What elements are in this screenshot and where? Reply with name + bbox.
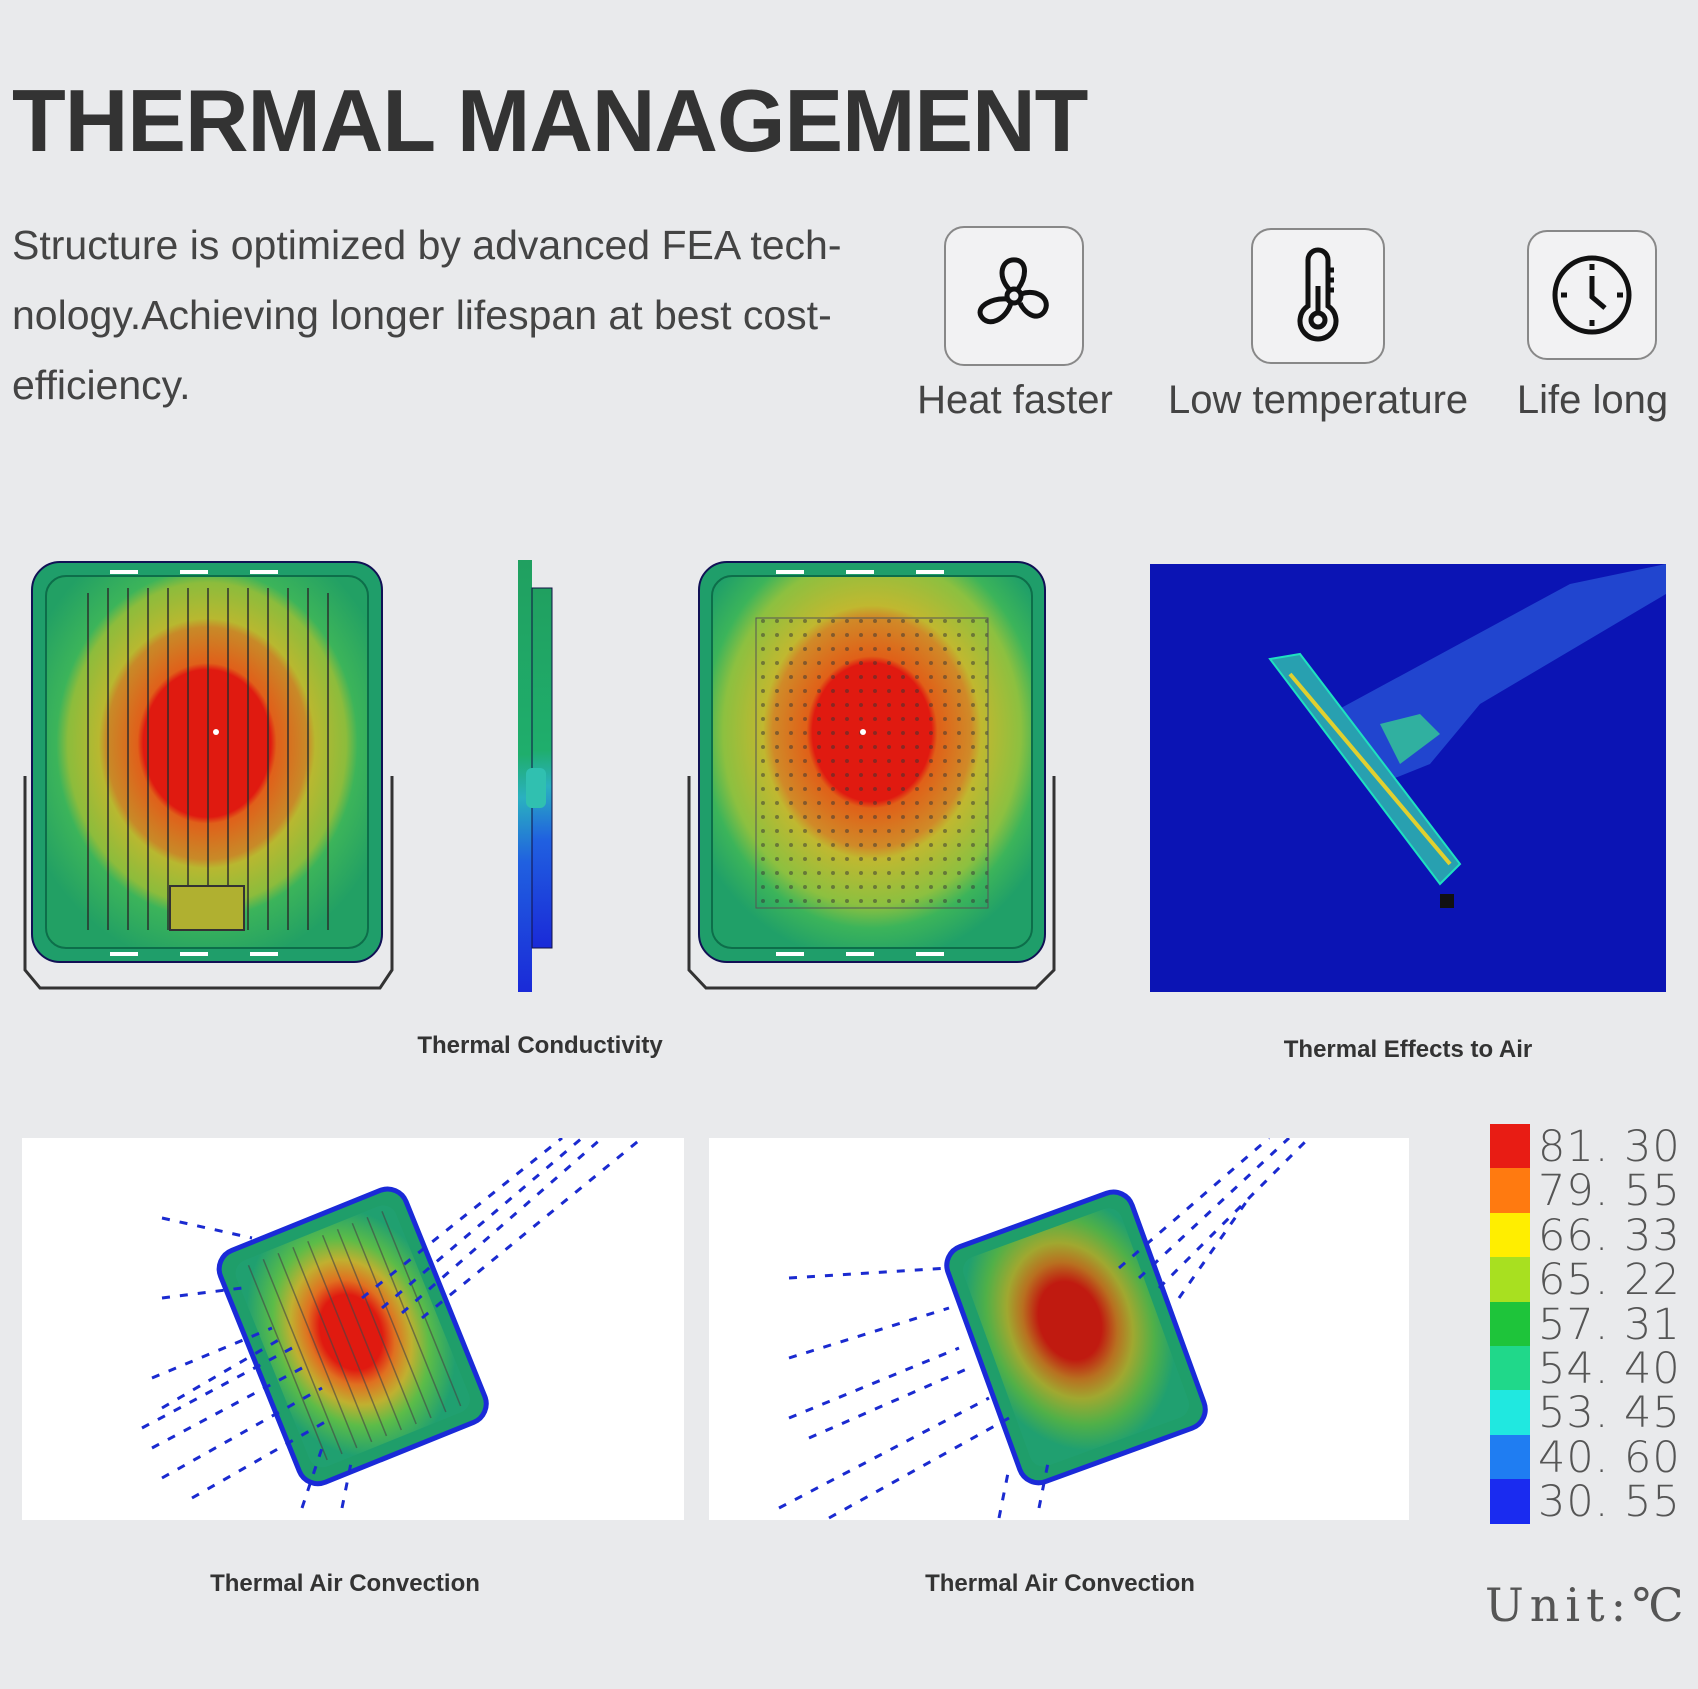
fan-icon (966, 248, 1062, 344)
legend-value: 53. 45 (1538, 1388, 1681, 1439)
legend-value: 79. 55 (1538, 1166, 1681, 1217)
thermal-conductivity-side-image (514, 558, 562, 994)
caption-thermal-air-convection-1: Thermal Air Convection (210, 1570, 480, 1597)
feature-life-long-box (1527, 230, 1657, 360)
legend-value: 81. 30 (1538, 1122, 1681, 1172)
caption-thermal-conductivity: Thermal Conductivity (417, 1032, 663, 1059)
page-title: THERMAL MANAGEMENT (12, 71, 1088, 170)
feature-heat-faster-box (944, 226, 1084, 366)
temperature-legend-bar (1490, 1124, 1530, 1525)
legend-value: 65. 22 (1538, 1255, 1681, 1306)
legend-value: 40. 60 (1538, 1432, 1681, 1483)
thermal-air-convection-image-2 (709, 1138, 1409, 1520)
legend-swatch (1490, 1301, 1530, 1347)
thermal-conductivity-front-image (686, 558, 1058, 994)
legend-value: 57. 31 (1538, 1299, 1681, 1350)
legend-value: 54. 40 (1538, 1344, 1681, 1394)
legend-swatch (1490, 1390, 1530, 1436)
clock-icon (1547, 250, 1637, 340)
legend-swatch (1490, 1434, 1530, 1480)
legend-swatch (1490, 1124, 1530, 1169)
legend-unit: Unit:℃ (1485, 1578, 1690, 1632)
legend-swatch (1490, 1346, 1530, 1391)
feature-label-life-long: Life long (1516, 378, 1669, 422)
legend-swatch (1490, 1479, 1530, 1525)
thermal-conductivity-back-image (20, 558, 398, 994)
feature-label-low-temperature: Low temperature (1168, 378, 1469, 422)
intro-text: Structure is optimized by advanced FEA t… (12, 222, 842, 408)
legend-value: 66. 33 (1538, 1210, 1681, 1261)
legend-value: 30. 55 (1538, 1477, 1681, 1528)
feature-label-heat-faster: Heat faster (917, 378, 1113, 422)
legend-swatch (1490, 1168, 1530, 1214)
legend-swatch (1490, 1257, 1530, 1303)
caption-thermal-air-convection-2: Thermal Air Convection (925, 1570, 1195, 1597)
thermal-effects-to-air-image (1150, 564, 1666, 992)
legend-swatch (1490, 1212, 1530, 1258)
caption-thermal-effects-to-air: Thermal Effects to Air (1283, 1036, 1533, 1063)
thermal-air-convection-image-1 (22, 1138, 684, 1520)
thermometer-icon (1278, 246, 1358, 346)
feature-low-temperature-box (1251, 228, 1385, 364)
